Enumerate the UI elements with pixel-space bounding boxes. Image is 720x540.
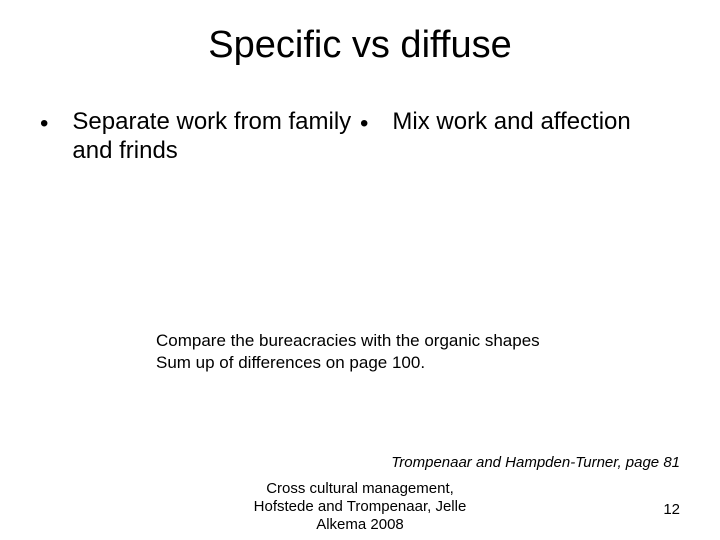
note-line-2: Sum up of differences on page 100. (156, 352, 540, 374)
bullet-icon: • (40, 112, 48, 136)
left-bullet-text: Separate work from family and frinds (72, 108, 360, 166)
footer-line-3: Alkema 2008 (0, 516, 720, 534)
right-column: • Mix work and affection (360, 108, 680, 166)
content-columns: • Separate work from family and frinds •… (40, 108, 680, 166)
slide: Specific vs diffuse • Separate work from… (0, 0, 720, 540)
footer-line-1: Cross cultural management, (0, 480, 720, 498)
citation: Trompenaar and Hampden-Turner, page 81 (391, 454, 680, 471)
left-column: • Separate work from family and frinds (40, 108, 360, 166)
note-line-1: Compare the bureacracies with the organi… (156, 330, 540, 352)
right-bullet-text: Mix work and affection (392, 108, 630, 137)
slide-title: Specific vs diffuse (0, 24, 720, 67)
page-number: 12 (663, 501, 680, 518)
bullet-icon: • (360, 112, 368, 136)
footer: Cross cultural management, Hofstede and … (0, 480, 720, 534)
middle-note: Compare the bureacracies with the organi… (156, 330, 540, 374)
footer-line-2: Hofstede and Trompenaar, Jelle (0, 498, 720, 516)
